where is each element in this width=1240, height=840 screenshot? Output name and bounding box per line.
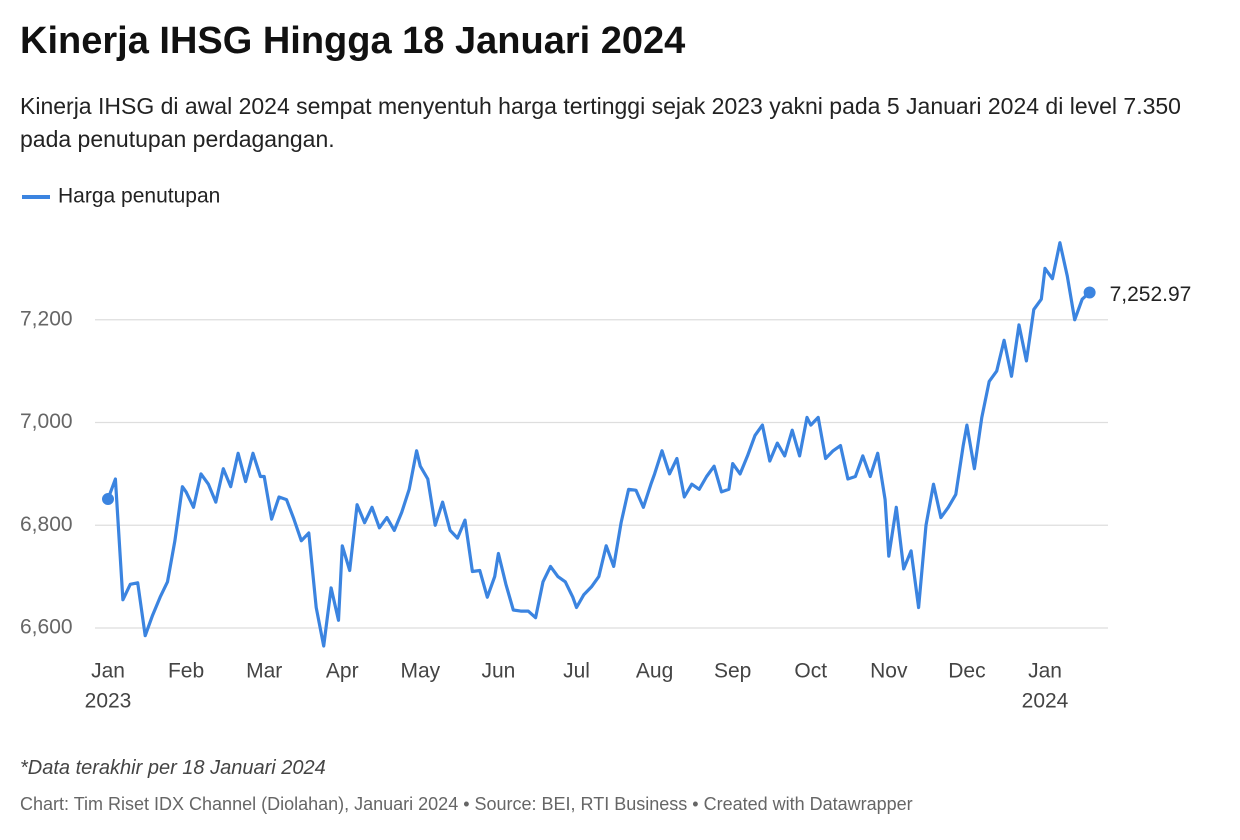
x-tick-label: Mar <box>246 660 282 683</box>
x-tick-label: Jan <box>1028 660 1062 683</box>
point <box>1083 286 1096 299</box>
x-tick-label: Feb <box>168 660 204 683</box>
value-label: 7,252.97 <box>1110 283 1192 306</box>
x-tick-label: Jul <box>563 660 590 683</box>
x-tick-label: Dec <box>948 660 985 683</box>
x-tick-year: 2024 <box>1022 690 1069 713</box>
chart-title: Kinerja IHSG Hingga 18 Januari 2024 <box>20 20 686 62</box>
point <box>102 493 114 506</box>
x-tick-label: Nov <box>870 660 908 683</box>
line <box>106 241 1091 648</box>
y-tick-label: 7,000 <box>20 410 73 433</box>
x-tick-label: Jun <box>481 660 515 683</box>
x-tick-label: Oct <box>794 660 827 683</box>
chart-note: *Data terakhir per 18 Januari 2024 <box>20 757 326 779</box>
x-tick-label: Aug <box>636 660 673 683</box>
chart-source: Chart: Tim Riset IDX Channel (Diolahan),… <box>20 794 913 814</box>
x-tick-label: Apr <box>326 660 359 683</box>
x-tick-label: Jan <box>91 660 125 683</box>
chart: 6,600 6,800 7,000 7,200 Jan 2023 Feb Mar Apr May J… <box>20 185 1192 713</box>
x-tick-year: 2023 <box>85 690 132 713</box>
y-tick-label: 6,600 <box>20 616 73 639</box>
legend-label: Harga penutupan <box>58 185 220 208</box>
chart-subtitle: Kinerja IHSG di awal 2024 sempat menyent… <box>20 93 1181 152</box>
x-tick-label: Sep <box>714 660 751 683</box>
x-tick-label: May <box>400 660 440 683</box>
y-tick-label: 6,800 <box>20 513 73 536</box>
y-tick-label: 7,200 <box>20 307 73 330</box>
